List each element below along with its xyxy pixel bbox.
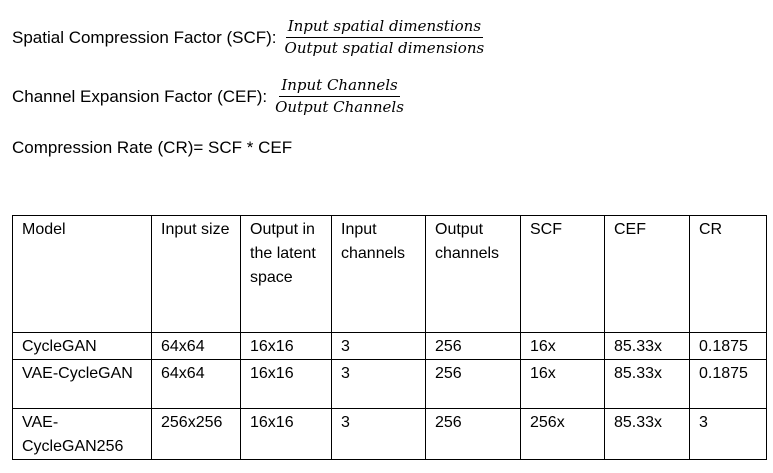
header-scf: SCF bbox=[521, 216, 605, 333]
cell-input-channels: 3 bbox=[332, 333, 426, 360]
header-cr: CR bbox=[690, 216, 767, 333]
header-output-latent: Output in the latent space bbox=[241, 216, 332, 333]
cef-denominator: Output Channels bbox=[273, 97, 406, 118]
table-row: VAE-CycleGAN 64x64 16x16 3 256 16x 85.33… bbox=[13, 360, 767, 409]
header-model: Model bbox=[13, 216, 152, 333]
cell-input-channels: 3 bbox=[332, 360, 426, 409]
scf-fraction: Input spatial dimenstions Output spatial… bbox=[283, 16, 487, 59]
cell-cr: 0.1875 bbox=[690, 360, 767, 409]
cell-model: VAE-CycleGAN256 bbox=[13, 409, 152, 460]
cell-output-latent: 16x16 bbox=[241, 409, 332, 460]
table-row: CycleGAN 64x64 16x16 3 256 16x 85.33x 0.… bbox=[13, 333, 767, 360]
cell-cef: 85.33x bbox=[605, 409, 690, 460]
cell-output-channels: 256 bbox=[426, 409, 521, 460]
cef-formula: Channel Expansion Factor (CEF): Input Ch… bbox=[12, 75, 406, 118]
scf-numerator: Input spatial dimenstions bbox=[286, 16, 483, 38]
cell-input-channels: 3 bbox=[332, 409, 426, 460]
scf-denominator: Output spatial dimensions bbox=[283, 38, 487, 59]
cell-scf: 16x bbox=[521, 333, 605, 360]
header-output-channels: Output channels bbox=[426, 216, 521, 333]
cell-cef: 85.33x bbox=[605, 360, 690, 409]
cell-input-size: 64x64 bbox=[152, 333, 241, 360]
header-cef: CEF bbox=[605, 216, 690, 333]
cell-input-size: 256x256 bbox=[152, 409, 241, 460]
cell-input-size: 64x64 bbox=[152, 360, 241, 409]
cell-model: VAE-CycleGAN bbox=[13, 360, 152, 409]
cell-output-latent: 16x16 bbox=[241, 360, 332, 409]
comparison-table: Model Input size Output in the latent sp… bbox=[12, 215, 767, 460]
cell-output-channels: 256 bbox=[426, 333, 521, 360]
cell-cef: 85.33x bbox=[605, 333, 690, 360]
cef-label: Channel Expansion Factor (CEF): bbox=[12, 87, 267, 107]
header-input-size: Input size bbox=[152, 216, 241, 333]
cell-cr: 0.1875 bbox=[690, 333, 767, 360]
table-row: VAE-CycleGAN256 256x256 16x16 3 256 256x… bbox=[13, 409, 767, 460]
cef-numerator: Input Channels bbox=[279, 75, 399, 97]
cell-cr: 3 bbox=[690, 409, 767, 460]
cell-output-channels: 256 bbox=[426, 360, 521, 409]
cell-scf: 16x bbox=[521, 360, 605, 409]
cr-formula: Compression Rate (CR)= SCF * CEF bbox=[12, 138, 292, 158]
table-header-row: Model Input size Output in the latent sp… bbox=[13, 216, 767, 333]
cell-model: CycleGAN bbox=[13, 333, 152, 360]
header-input-channels: Input channels bbox=[332, 216, 426, 333]
scf-formula: Spatial Compression Factor (SCF): Input … bbox=[12, 16, 486, 59]
cell-output-latent: 16x16 bbox=[241, 333, 332, 360]
scf-label: Spatial Compression Factor (SCF): bbox=[12, 28, 277, 48]
cef-fraction: Input Channels Output Channels bbox=[273, 75, 406, 118]
cell-scf: 256x bbox=[521, 409, 605, 460]
